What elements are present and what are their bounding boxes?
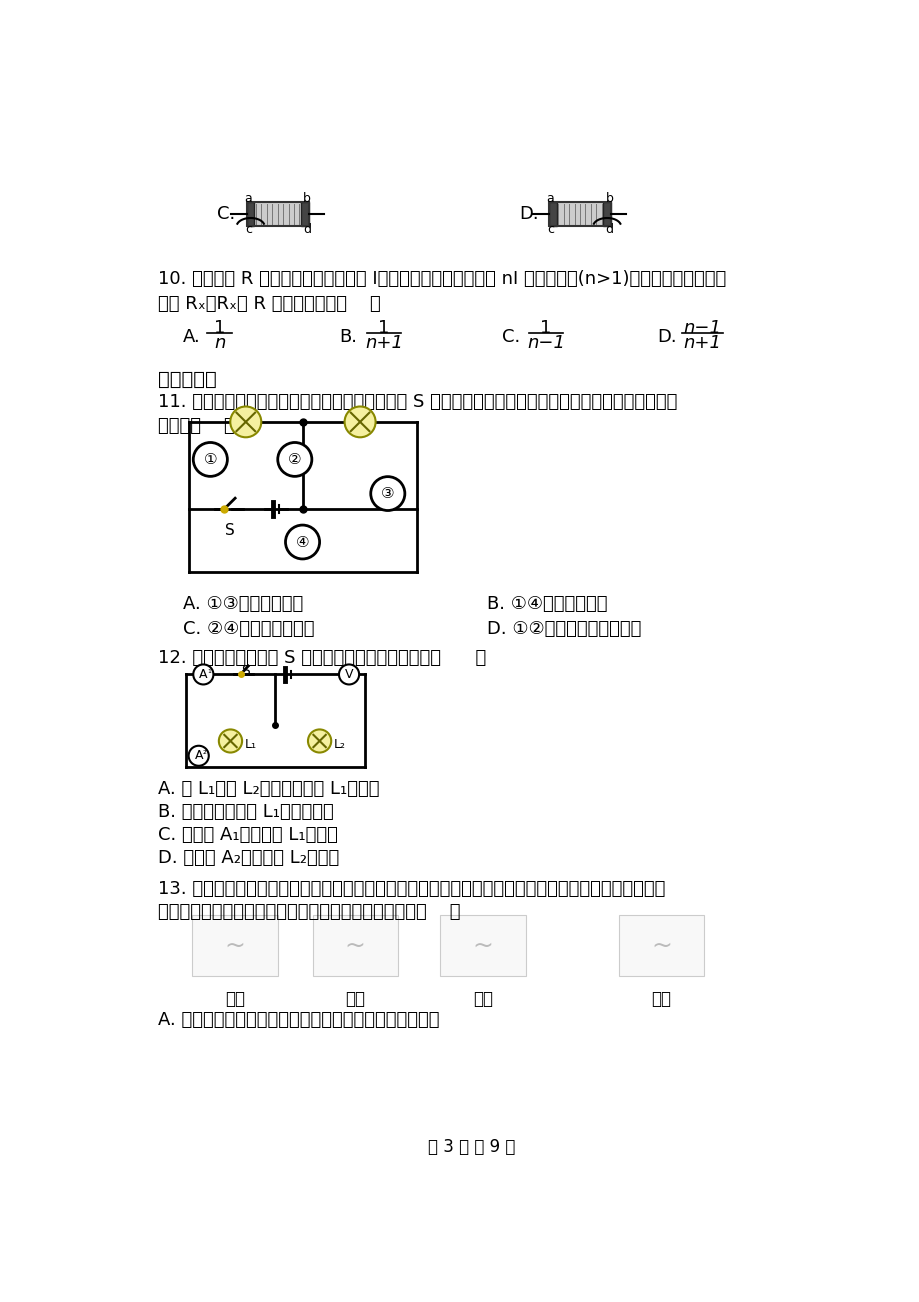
Text: S: S (224, 523, 234, 538)
Text: a: a (546, 193, 554, 206)
Text: B.: B. (339, 328, 357, 346)
Bar (246, 202, 255, 227)
Text: c: c (547, 223, 553, 236)
Text: 10. 一个电阵 R 允许通过的最大电流是 I，为了把它串联到电流是 nI 的电路中去(n>1)，必须给它并联一个: 10. 一个电阵 R 允许通过的最大电流是 I，为了把它串联到电流是 nI 的电… (157, 271, 725, 288)
Text: 图乙: 图乙 (345, 990, 365, 1008)
Text: 图丙: 图丙 (472, 990, 493, 1008)
Bar (192, 915, 278, 976)
Bar (246, 202, 309, 227)
Text: L₁: L₁ (244, 737, 256, 750)
Text: S: S (241, 664, 249, 677)
Bar (312, 915, 397, 976)
Circle shape (308, 729, 331, 753)
Circle shape (219, 729, 242, 753)
Text: B. 电压表可测出灯 L₁两端的电压: B. 电压表可测出灯 L₁两端的电压 (157, 803, 333, 822)
Text: 11. 在图中的圆圈均为电流表或者电压表，当开关 S 闭合后，两灯均能发光，各表均有示数，下列说法正: 11. 在图中的圆圈均为电流表或者电压表，当开关 S 闭合后，两灯均能发光，各表… (157, 393, 676, 411)
Text: C.: C. (502, 328, 520, 346)
Bar (556, 202, 603, 227)
Bar (618, 915, 703, 976)
Text: D. 电流表 A₂测的是灯 L₂的电流: D. 电流表 A₂测的是灯 L₂的电流 (157, 849, 338, 867)
Text: ₁: ₁ (207, 665, 210, 674)
Text: 1: 1 (214, 319, 225, 337)
Text: 1: 1 (378, 319, 389, 337)
Text: B. ①④示数可能相等: B. ①④示数可能相等 (486, 595, 607, 613)
Circle shape (193, 664, 213, 685)
Bar (440, 915, 525, 976)
Text: D.: D. (657, 328, 676, 346)
Text: ~: ~ (224, 934, 245, 957)
Text: A. ①③示数一定相等: A. ①③示数一定相等 (183, 595, 303, 613)
Text: ①: ① (203, 452, 217, 467)
Text: A: A (199, 668, 208, 681)
Text: d: d (303, 223, 311, 236)
Circle shape (230, 406, 261, 437)
Text: 12. 如图所示，当开关 S 闭合后，下列说法正确的是（      ）: 12. 如图所示，当开关 S 闭合后，下列说法正确的是（ ） (157, 648, 485, 667)
Circle shape (370, 477, 404, 510)
Text: C. 电流表 A₁测的是灯 L₁的电流: C. 电流表 A₁测的是灯 L₁的电流 (157, 827, 337, 844)
Text: ②: ② (288, 452, 301, 467)
Text: 确的是（    ）: 确的是（ ） (157, 417, 234, 435)
Bar (255, 202, 301, 227)
Text: n−1: n−1 (527, 335, 564, 352)
Text: ~: ~ (345, 934, 365, 957)
Circle shape (338, 664, 358, 685)
Text: b: b (303, 193, 311, 206)
Circle shape (345, 406, 375, 437)
Text: 1: 1 (539, 319, 551, 337)
Text: A.: A. (183, 328, 200, 346)
Circle shape (188, 746, 209, 766)
Text: A. 图甲，通过乒乓球弹起的幅度可以反映声音响度的大小: A. 图甲，通过乒乓球弹起的幅度可以反映声音响度的大小 (157, 1010, 438, 1029)
Bar (301, 202, 309, 227)
Text: C. ②④示数一定不相等: C. ②④示数一定不相等 (183, 620, 314, 638)
Text: n+1: n+1 (683, 335, 720, 352)
Text: 第 3 页 共 9 页: 第 3 页 共 9 页 (427, 1138, 515, 1156)
Text: c: c (244, 223, 252, 236)
Text: C.: C. (217, 204, 235, 223)
Bar (549, 202, 610, 227)
Text: L₂: L₂ (334, 737, 346, 750)
Text: n+1: n+1 (365, 335, 403, 352)
Text: ~: ~ (472, 934, 493, 957)
Text: ~: ~ (651, 934, 671, 957)
Bar (603, 202, 610, 227)
Text: D. ①②可以是同种类的电表: D. ①②可以是同种类的电表 (486, 620, 641, 638)
Text: 13. 太阳出来了，看到长长的影子，小明想，可以根据影子的长短来判断是什么时间了。在物理实验中，: 13. 太阳出来了，看到长长的影子，小明想，可以根据影子的长短来判断是什么时间了… (157, 880, 664, 898)
Text: 图甲: 图甲 (225, 990, 244, 1008)
Text: 图丁: 图丁 (651, 990, 671, 1008)
Text: V: V (345, 668, 353, 681)
Circle shape (285, 525, 319, 559)
Text: ₂: ₂ (202, 746, 206, 756)
Text: b: b (605, 193, 613, 206)
Text: a: a (244, 193, 252, 206)
Text: 二、多选题: 二、多选题 (157, 370, 216, 389)
Circle shape (193, 443, 227, 477)
Text: 多次用到了这种研究方法。图中采用这种方法的实验是（    ）: 多次用到了这种研究方法。图中采用这种方法的实验是（ ） (157, 904, 459, 921)
Text: n: n (214, 335, 225, 352)
Text: d: d (605, 223, 613, 236)
Text: ③: ③ (380, 486, 394, 501)
Text: D.: D. (519, 204, 539, 223)
Text: ④: ④ (295, 535, 309, 549)
Bar (549, 202, 556, 227)
Circle shape (278, 443, 312, 477)
Text: A: A (194, 749, 203, 762)
Text: A. 灯 L₁与灯 L₂是串联，且灯 L₁被短路: A. 灯 L₁与灯 L₂是串联，且灯 L₁被短路 (157, 780, 379, 798)
Text: 电阵 Rₓ，Rₓ和 R 的阻值之比是（    ）: 电阵 Rₓ，Rₓ和 R 的阻值之比是（ ） (157, 294, 380, 312)
Text: n−1: n−1 (683, 319, 720, 337)
